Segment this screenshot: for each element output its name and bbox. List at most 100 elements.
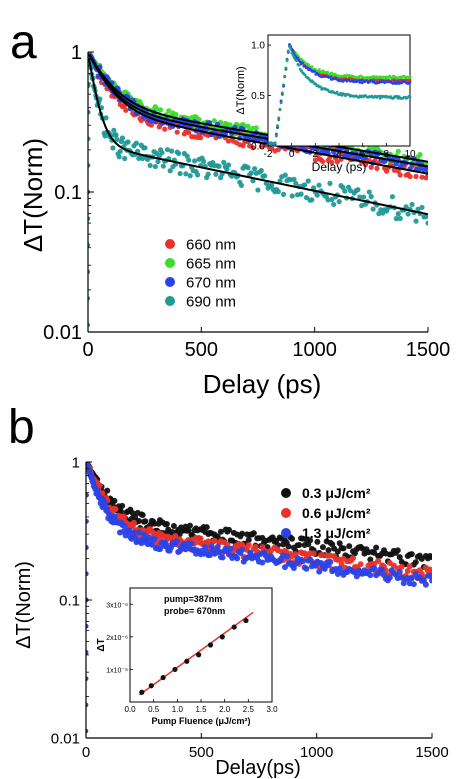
data-point xyxy=(219,554,226,561)
data-point xyxy=(214,543,221,550)
data-point xyxy=(406,563,413,570)
data-point xyxy=(133,140,139,146)
inset-x-tick-label: 0.5 xyxy=(148,705,160,714)
data-point xyxy=(396,568,403,575)
inset-x-tick-label: 0.0 xyxy=(124,705,136,714)
inset-x-tick-label: 4 xyxy=(336,149,342,160)
data-point xyxy=(389,194,396,200)
data-point xyxy=(174,129,180,135)
panel-b-inset: 0.0 0.5 1.0 1.5 2.0 2.5 3.0 1x10⁻⁶ 2x10⁻⁶ 3x10⁻⁶ p… xyxy=(96,587,278,726)
data-point xyxy=(193,534,200,541)
inset-point xyxy=(377,94,381,98)
data-point xyxy=(404,568,411,575)
data-point xyxy=(162,126,168,132)
legend-marker xyxy=(165,277,175,287)
data-point xyxy=(303,565,310,572)
data-point xyxy=(368,194,374,200)
data-point xyxy=(213,171,219,177)
data-point xyxy=(167,168,173,174)
inset-point xyxy=(291,53,295,57)
inset-point xyxy=(310,65,314,68)
data-point xyxy=(221,159,227,165)
data-point xyxy=(102,133,108,139)
data-point xyxy=(371,565,378,572)
data-point xyxy=(307,556,314,563)
inset-point xyxy=(295,59,299,63)
inset-annotation: pump=387nm xyxy=(164,594,222,604)
inset-point xyxy=(319,85,322,89)
panel-a: a 0 500 1000 1500 0.01 0.1 1 660 nm 665 nm 670 n… xyxy=(10,16,450,399)
inset-x-tick-label: 2.0 xyxy=(219,705,231,714)
inset-point xyxy=(219,634,225,640)
x-tick-label: 0 xyxy=(82,744,90,761)
data-point xyxy=(375,558,382,565)
inset-point xyxy=(139,689,145,695)
inset-point xyxy=(296,56,300,60)
data-point xyxy=(135,517,142,524)
data-point xyxy=(135,529,142,536)
legend-marker xyxy=(165,296,175,306)
data-point xyxy=(405,211,411,217)
data-point xyxy=(154,106,160,112)
data-point xyxy=(155,158,161,165)
data-point xyxy=(311,185,317,191)
data-point xyxy=(130,519,137,526)
data-point xyxy=(121,513,128,520)
inset-y-axis-label: ΔT xyxy=(96,638,107,651)
data-point xyxy=(255,187,261,193)
data-point xyxy=(403,204,409,210)
data-point xyxy=(314,192,320,198)
data-point xyxy=(422,581,429,588)
data-point xyxy=(163,521,170,528)
panel-b-data-layer xyxy=(86,462,432,734)
data-point xyxy=(419,204,425,211)
data-point xyxy=(397,215,403,222)
legend-marker xyxy=(165,258,175,268)
data-point xyxy=(310,550,317,557)
inset-point xyxy=(408,95,412,99)
data-point xyxy=(141,531,148,538)
data-point xyxy=(122,155,128,162)
data-point xyxy=(170,523,177,530)
data-point xyxy=(253,125,259,131)
data-point xyxy=(370,206,376,212)
data-point xyxy=(299,558,306,565)
data-point xyxy=(119,502,126,509)
data-point xyxy=(374,165,380,171)
data-point xyxy=(429,554,432,561)
data-point xyxy=(325,547,332,554)
x-tick-label: 1500 xyxy=(406,339,451,361)
panel-b-axes: 0 500 1000 1500 0.01 0.1 1 xyxy=(51,454,449,761)
data-point xyxy=(262,173,268,179)
data-point xyxy=(205,538,212,545)
data-point xyxy=(303,194,310,201)
data-point xyxy=(386,574,393,581)
inset-x-tick-label: 2.5 xyxy=(243,705,255,714)
data-point xyxy=(277,178,283,184)
panel-b: b 0 500 1000 1500 0.01 0.1 1 0.3 μJ/cm² 0.6 μJ/… xyxy=(8,401,449,779)
inset-y-tick-label: 0.0 xyxy=(251,142,265,153)
data-point xyxy=(426,572,432,579)
inset-x-tick-label: 3.0 xyxy=(266,705,278,714)
data-point xyxy=(331,201,337,208)
data-point xyxy=(104,487,111,494)
inset-point xyxy=(279,101,283,105)
inset-point xyxy=(326,70,330,74)
data-point xyxy=(409,201,415,208)
inset-series-3 xyxy=(266,45,412,147)
data-point xyxy=(111,497,118,504)
data-point xyxy=(393,216,399,222)
data-point xyxy=(408,551,415,558)
inset-point xyxy=(243,617,249,624)
legend-label: 0.3 μJ/cm² xyxy=(302,485,371,501)
inset-point xyxy=(288,45,291,48)
data-point xyxy=(147,162,153,169)
data-point xyxy=(327,180,333,186)
data-point xyxy=(251,166,258,172)
data-point xyxy=(417,151,423,158)
data-point xyxy=(116,154,122,160)
data-point xyxy=(104,506,111,513)
data-point xyxy=(250,530,257,537)
data-point xyxy=(117,148,123,154)
data-point xyxy=(396,554,403,561)
